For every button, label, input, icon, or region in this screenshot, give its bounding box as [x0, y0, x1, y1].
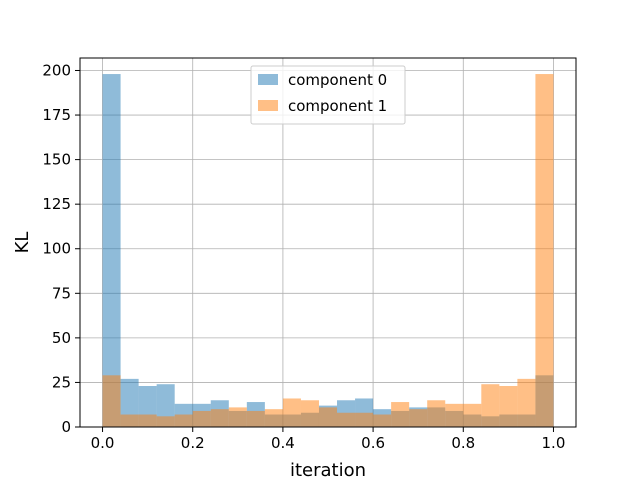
- histogram-bar-component-1: [156, 416, 175, 427]
- histogram-bar-component-1: [535, 74, 554, 427]
- histogram-bar-component-1: [355, 412, 374, 427]
- histogram-bar-component-1: [318, 407, 338, 427]
- histogram-bar-component-1: [517, 378, 536, 427]
- histogram-bar-component-1: [445, 403, 464, 427]
- x-tick-label: 0.0: [91, 434, 115, 452]
- histogram-bar-component-1: [463, 403, 482, 427]
- y-tick-label: 25: [52, 373, 71, 391]
- legend-swatch-component-1: [258, 100, 278, 111]
- y-tick-label: 0: [61, 418, 71, 436]
- y-tick-label: 75: [52, 284, 71, 302]
- histogram-bar-component-1: [300, 400, 319, 427]
- histogram-bar-component-1: [210, 409, 229, 427]
- histogram-bar-component-1: [337, 412, 356, 427]
- y-tick-label: 100: [42, 240, 71, 258]
- histogram-bar-component-1: [264, 409, 283, 427]
- legend-swatch-component-0: [258, 74, 278, 85]
- histogram-bar-component-1: [174, 414, 193, 427]
- histogram-bar-component-1: [246, 410, 265, 427]
- histogram-bar-component-1: [192, 410, 211, 427]
- bars: [102, 74, 554, 427]
- histogram-bar-component-1: [120, 414, 139, 427]
- histogram-bar-component-1: [138, 414, 157, 427]
- histogram-bar-component-1: [481, 384, 500, 427]
- x-tick-label: 0.6: [361, 434, 385, 452]
- y-axis-label: KL: [12, 232, 33, 254]
- x-axis-label: iteration: [290, 460, 366, 480]
- plot-frame: [79, 57, 577, 428]
- y-tick-label: 125: [42, 195, 71, 213]
- legend: component 0 component 1: [250, 65, 406, 125]
- histogram-bar-component-1: [102, 375, 121, 427]
- x-tick-label: 0.4: [271, 434, 295, 452]
- y-tick-label: 175: [42, 106, 71, 124]
- legend-box: [250, 65, 406, 125]
- legend-label-component-1: component 1: [288, 97, 387, 115]
- y-tick-label: 50: [52, 329, 71, 347]
- histogram-bar-component-1: [499, 386, 518, 427]
- histogram-bar-component-1: [391, 402, 410, 427]
- y-tick-label: 200: [42, 61, 71, 79]
- x-tick-label: 0.8: [451, 434, 475, 452]
- y-tick-label: 150: [42, 151, 71, 169]
- histogram-bar-component-1: [373, 414, 392, 427]
- histogram-bar-component-1: [228, 407, 247, 427]
- legend-label-component-0: component 0: [288, 71, 387, 89]
- x-tick-label: 0.2: [181, 434, 205, 452]
- x-tick-label: 1.0: [542, 434, 566, 452]
- y-axis-ticks: 0 25 50 75 100 125 150 175 200: [42, 61, 80, 436]
- histogram-bar-component-1: [409, 409, 428, 427]
- x-axis-ticks: 0.0 0.2 0.4 0.6 0.8 1.0: [91, 427, 566, 452]
- histogram-bar-component-1: [427, 400, 446, 427]
- histogram-bar-component-0: [102, 74, 121, 427]
- histogram-bar-component-1: [282, 398, 301, 427]
